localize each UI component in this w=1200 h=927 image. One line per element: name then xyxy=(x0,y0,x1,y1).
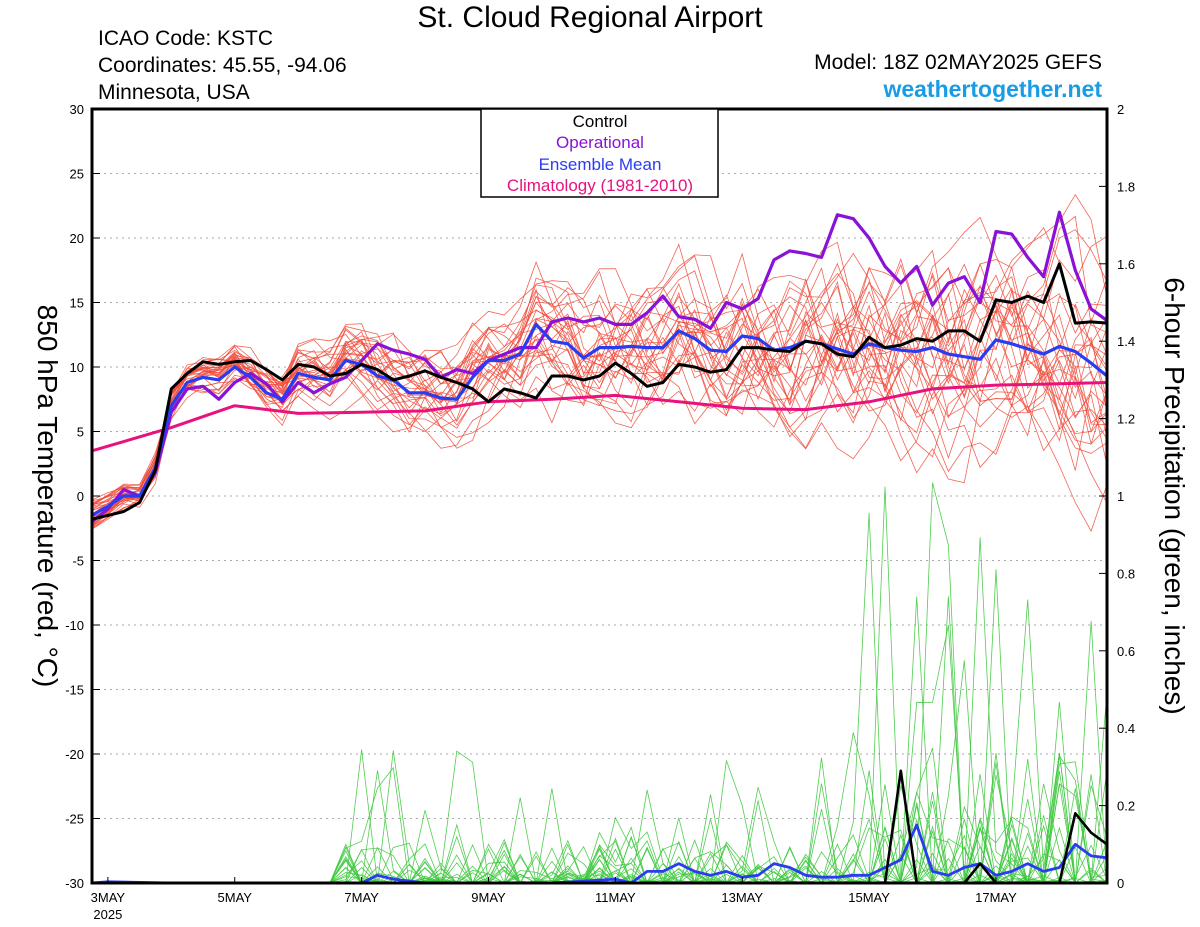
y-tick-label: -20 xyxy=(65,747,84,762)
legend-ensemble-mean: Ensemble Mean xyxy=(539,155,662,174)
left-axis-ticks: 30 25 20 15 10 5 0 -5 -10 -15 -20 -25 -30 xyxy=(65,102,100,891)
temperature-member-line xyxy=(91,269,1108,501)
y-tick-label: -10 xyxy=(65,618,84,633)
y2-axis-label: 6-hour Precipitation (green, inches) xyxy=(1159,277,1190,714)
gridlines xyxy=(92,108,1107,884)
precip-member-line xyxy=(92,754,1108,884)
y-tick-label: -30 xyxy=(65,876,84,891)
temperature-member-line xyxy=(91,268,1108,504)
x-tick-label: 13MAY xyxy=(721,890,763,905)
y-tick-label: 15 xyxy=(70,296,84,311)
precip-member-line xyxy=(92,761,1108,884)
icao-code: ICAO Code: KSTC xyxy=(98,27,274,50)
y2-tick-label: 1.4 xyxy=(1117,334,1135,349)
y2-tick-label: 1 xyxy=(1117,489,1124,504)
temperature-member-line xyxy=(91,259,1108,530)
temperature-member-line xyxy=(91,226,1108,507)
precip-member-line xyxy=(92,775,1107,884)
y2-tick-label: 0.8 xyxy=(1117,566,1135,581)
precip-member-line xyxy=(92,770,1108,885)
model-run: Model: 18Z 02MAY2025 GEFS xyxy=(814,51,1102,74)
y-tick-label: 5 xyxy=(77,425,84,440)
temperature-member-lines xyxy=(91,193,1108,533)
y2-tick-label: 1.6 xyxy=(1117,257,1135,272)
y-tick-label: 10 xyxy=(70,360,84,375)
x-tick-label: 9MAY xyxy=(471,890,506,905)
plot-frame xyxy=(90,107,1109,885)
y-tick-label: 30 xyxy=(70,102,84,117)
legend-operational: Operational xyxy=(556,133,644,152)
precip-member-lines xyxy=(92,482,1108,885)
chart-title: St. Cloud Regional Airport xyxy=(417,1,763,34)
legend-box xyxy=(480,108,719,198)
temperature-member-line xyxy=(91,287,1108,517)
y2-tick-label: 0.2 xyxy=(1117,799,1135,814)
ensemble-mean-line xyxy=(91,322,1109,517)
x-tick-label: 7MAY xyxy=(344,890,379,905)
temperature-member-line xyxy=(91,285,1108,522)
precip-member-line xyxy=(92,569,1108,884)
climatology-1981-2010-line xyxy=(91,381,1108,453)
temperature-member-line xyxy=(91,270,1108,511)
y-tick-label: -25 xyxy=(65,812,84,827)
y-tick-label: -15 xyxy=(65,683,84,698)
precip-member-line xyxy=(92,759,1108,884)
temperature-member-line xyxy=(91,235,1108,508)
y-tick-label: 25 xyxy=(70,167,84,182)
control-precip-line xyxy=(853,769,1108,885)
y2-tick-label: 0.4 xyxy=(1117,721,1135,736)
x-tick-label: 5MAY xyxy=(218,890,253,905)
y-tick-label: -5 xyxy=(72,554,84,569)
precip-member-line xyxy=(92,757,1108,884)
region: Minnesota, USA xyxy=(98,81,250,104)
series-lines xyxy=(90,210,1109,885)
temperature-member-line xyxy=(91,262,1108,526)
x-tick-sublabel: 2025 xyxy=(93,907,122,922)
y-tick-label: 0 xyxy=(77,489,84,504)
temperature-member-line xyxy=(91,243,1108,528)
x-tick-label: 11MAY xyxy=(595,890,636,905)
right-axis-ticks: 2 1.8 1.6 1.4 1.2 1 0.8 0.6 0.4 0.2 0 xyxy=(1099,102,1135,891)
control-line xyxy=(91,262,1108,521)
y-tick-label: 20 xyxy=(70,231,84,246)
x-tick-label: 3MAY xyxy=(91,890,126,905)
temperature-member-line xyxy=(91,215,1108,506)
temperature-member-line xyxy=(91,252,1108,505)
temperature-member-line xyxy=(91,267,1108,512)
y2-tick-label: 0 xyxy=(1117,876,1124,891)
temperature-member-line xyxy=(91,276,1108,502)
operational-line xyxy=(90,210,1108,524)
temperature-member-line xyxy=(91,216,1108,530)
precip-member-line xyxy=(92,482,1107,884)
x-axis-ticks: 3MAY 2025 5MAY 7MAY 9MAY 11MAY 13MAY 15MAY 17MAY xyxy=(91,877,1017,922)
legend-climatology: Climatology (1981-2010) xyxy=(507,176,693,195)
legend-control: Control xyxy=(573,112,628,131)
coordinates: Coordinates: 45.55, -94.06 xyxy=(98,54,347,77)
y2-tick-label: 1.8 xyxy=(1117,179,1135,194)
precip-member-line xyxy=(92,770,1108,884)
y2-tick-label: 2 xyxy=(1117,102,1124,117)
y-axis-label: 850 hPa Temperature (red, °C) xyxy=(32,305,63,688)
x-tick-label: 17MAY xyxy=(975,890,1017,905)
ensemble-mean-precip-line xyxy=(91,823,1108,885)
legend: Control Operational Ensemble Mean Climat… xyxy=(480,108,719,198)
x-tick-label: 15MAY xyxy=(848,890,890,905)
y2-tick-label: 1.2 xyxy=(1117,412,1135,427)
precip-member-line xyxy=(92,512,1108,884)
temperature-member-line xyxy=(91,263,1108,519)
site-link[interactable]: weathertogether.net xyxy=(883,76,1102,102)
precip-member-line xyxy=(92,747,1108,885)
precip-member-line xyxy=(92,753,1107,884)
y2-tick-label: 0.6 xyxy=(1117,644,1135,659)
